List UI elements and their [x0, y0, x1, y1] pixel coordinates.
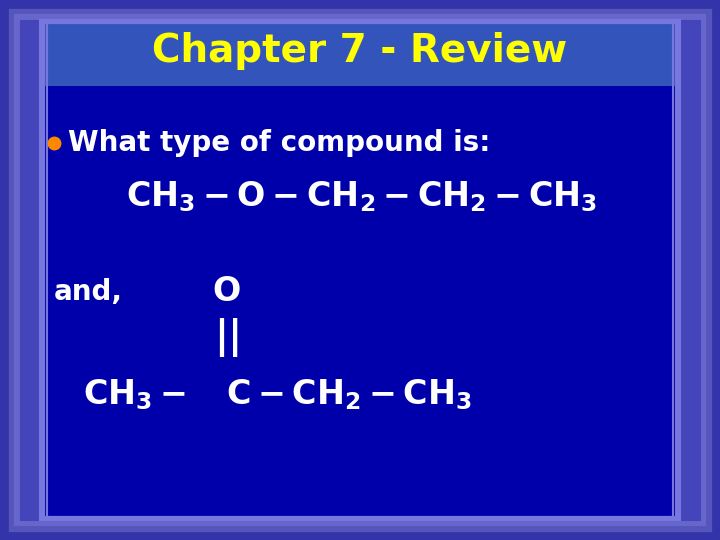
Bar	[43, 16, 677, 518]
Text: and,: and,	[54, 278, 123, 306]
Text: Chapter 7 - Review: Chapter 7 - Review	[153, 32, 567, 70]
Text: $\mathbf{CH_3 - O - CH_2 - CH_2 - CH_3}$: $\mathbf{CH_3 - O - CH_2 - CH_2 - CH_3}$	[126, 180, 598, 214]
Text: $\mathbf{CH_3 -\ \ \ C - CH_2 - CH_3}$: $\mathbf{CH_3 -\ \ \ C - CH_2 - CH_3}$	[83, 377, 472, 411]
Text: ||: ||	[215, 318, 243, 357]
Bar	[43, 22, 677, 518]
Bar	[40, 20, 680, 520]
Bar	[43, 16, 677, 86]
Text: O: O	[212, 275, 240, 308]
Text: What type of compound is:: What type of compound is:	[68, 129, 491, 157]
Bar	[47, 23, 673, 517]
